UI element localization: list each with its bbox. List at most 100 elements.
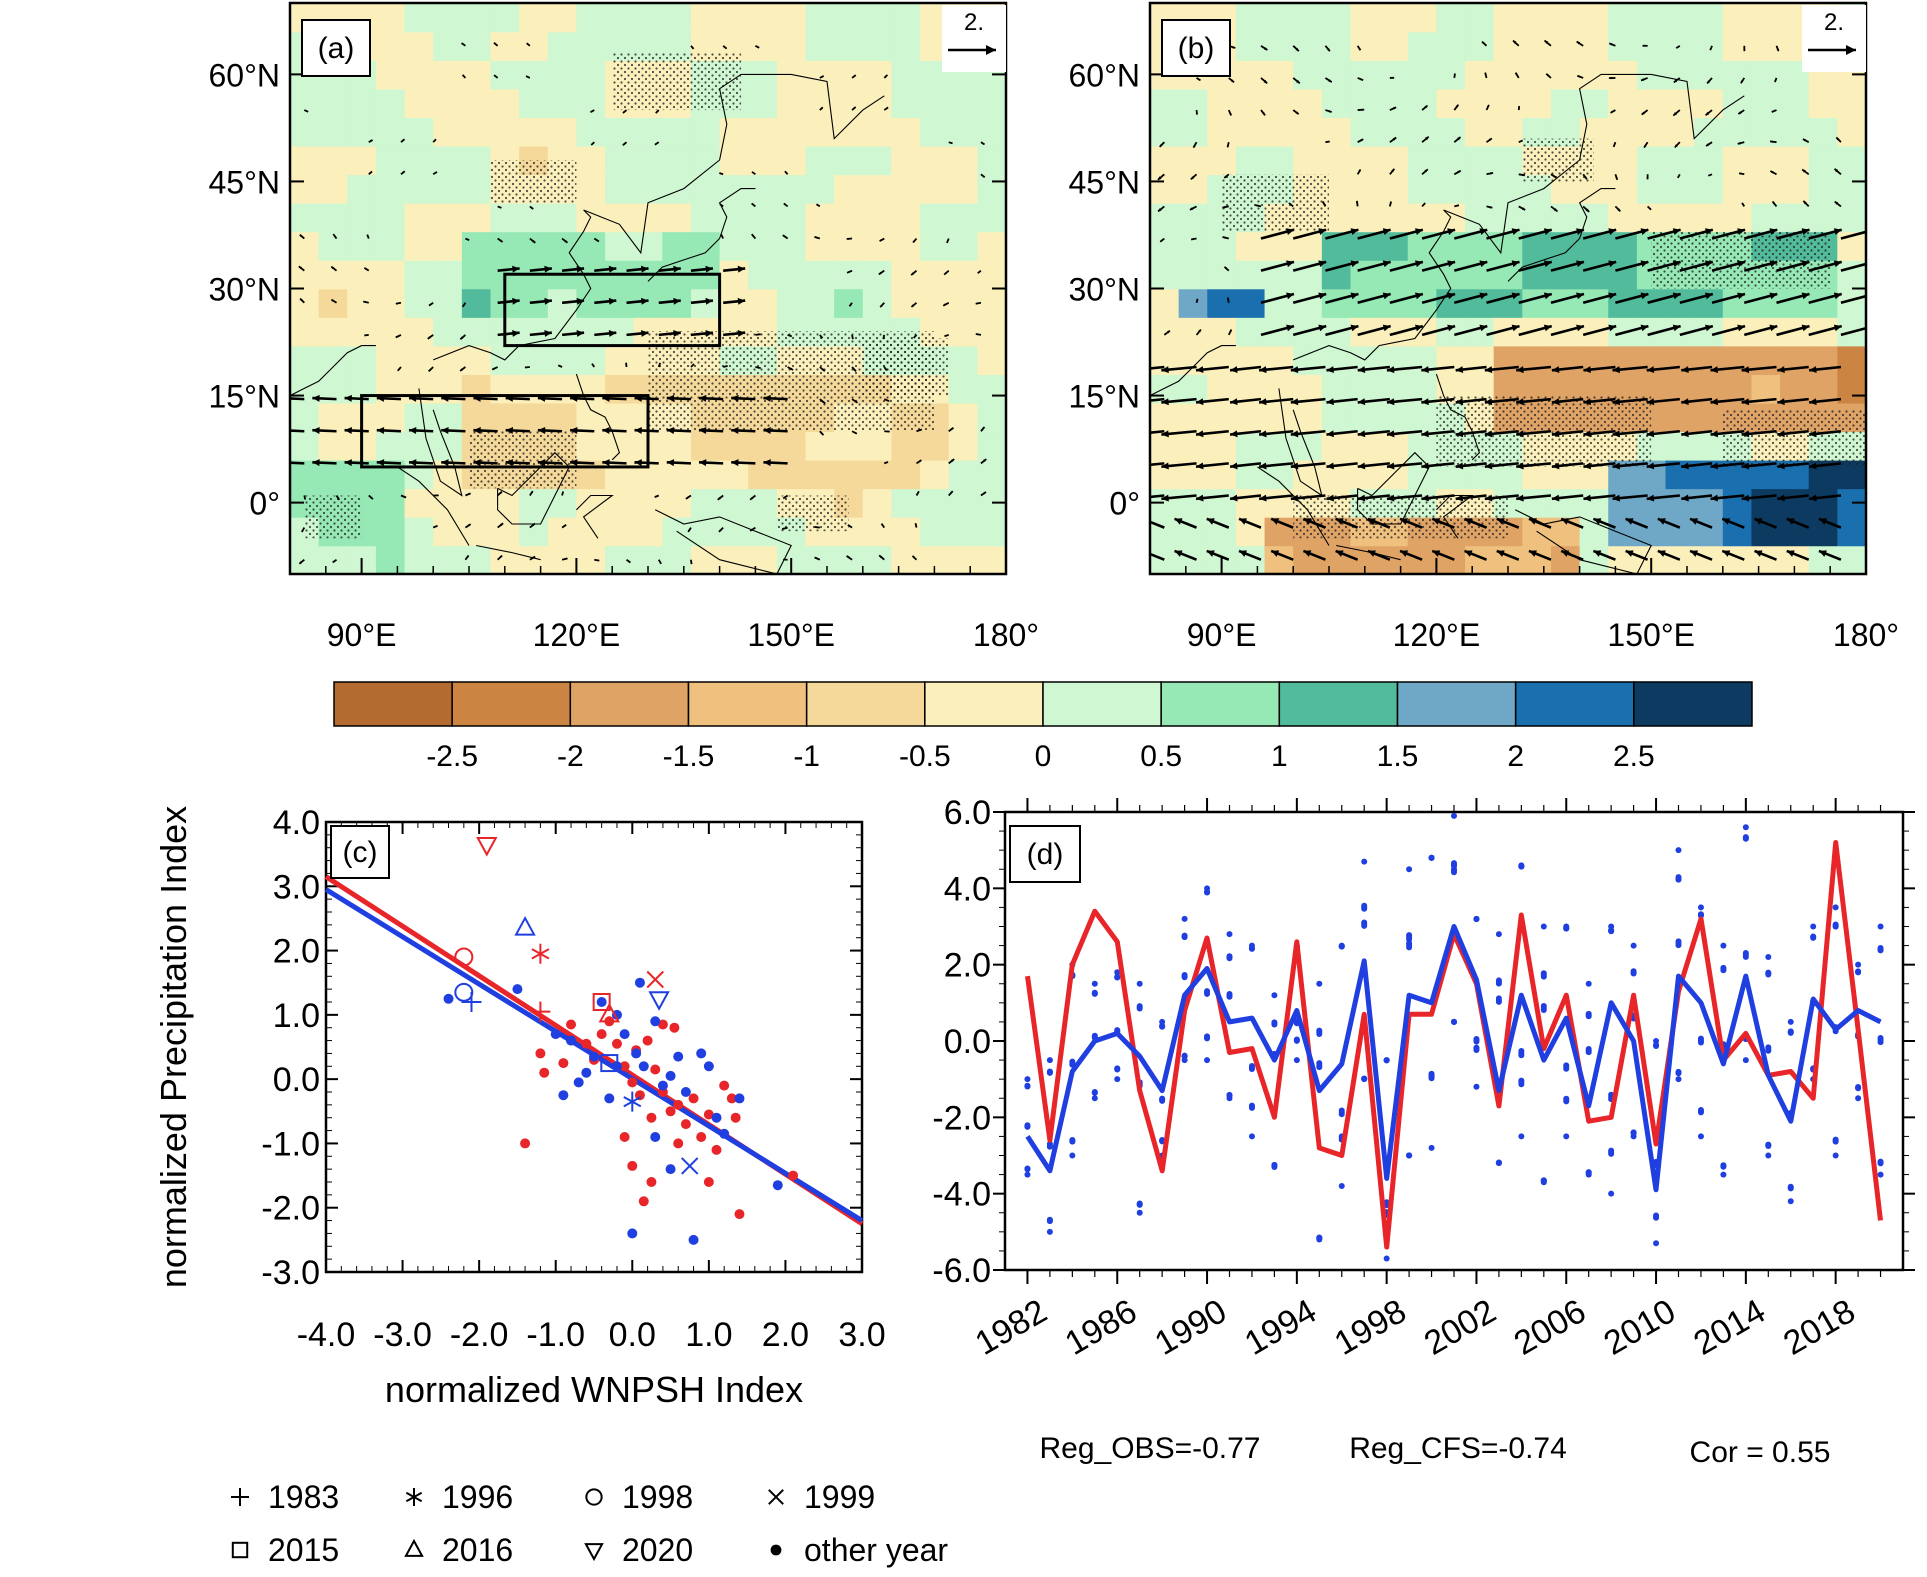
scatter-dot-blue (619, 1029, 630, 1040)
wind-vector-head (691, 47, 694, 49)
wind-vector-head (597, 559, 600, 562)
wind-vector-head (1393, 107, 1397, 110)
field-cell (1207, 145, 1237, 176)
field-cell (375, 459, 406, 490)
wind-vector-head (402, 139, 405, 142)
ensemble-dot (1563, 1095, 1570, 1102)
wind-vector-head (1360, 78, 1364, 81)
field-cell (920, 288, 950, 318)
wind-vector-head (1259, 398, 1267, 406)
field-cell (1178, 231, 1209, 261)
wind-vector-head (1657, 550, 1666, 557)
field-cell (576, 31, 606, 61)
wind-vector-head (1479, 260, 1488, 268)
field-cell (404, 317, 434, 347)
field-cell (748, 117, 778, 147)
wind-vector-head (751, 171, 754, 174)
field-cell (1837, 117, 1866, 147)
field-cell (1608, 88, 1638, 118)
wind-vector-head (1544, 40, 1549, 44)
scatter-dot-blue (627, 1228, 638, 1239)
field-cell (1321, 431, 1352, 461)
field-cell (547, 202, 578, 233)
wind-vector-head (789, 334, 792, 337)
field-cell (690, 3, 721, 33)
field-cell (834, 259, 864, 290)
field-cell (1665, 174, 1695, 204)
wind-vector-head (1834, 201, 1839, 205)
field-cell (1522, 488, 1552, 518)
wind-vector-head (1382, 260, 1391, 268)
wind-vector-head (1161, 494, 1169, 502)
scatter-dot-red (650, 1064, 661, 1075)
field-cell (1235, 545, 1266, 574)
wind-vector-head (725, 365, 728, 368)
ensemble-dot (1248, 1104, 1255, 1111)
wind-vector-head (1809, 462, 1817, 470)
wind-vector-head (1455, 494, 1464, 502)
lat-tick-label: 45°N (1069, 164, 1141, 200)
significance-stipple (469, 431, 577, 489)
field-cell (1150, 431, 1180, 461)
legend-marker-plus (231, 1488, 249, 1506)
wind-vector-head (673, 297, 681, 305)
field-cell (1837, 88, 1866, 118)
field-cell (1751, 516, 1781, 547)
scatter-dot-blue (696, 1048, 707, 1059)
scatter-dot-blue (719, 1128, 730, 1139)
colorbar-label: 1 (1271, 740, 1288, 773)
field-cell (1407, 145, 1438, 176)
scatter-dot-blue (650, 1132, 661, 1142)
wind-vector-head (1543, 292, 1552, 300)
field-cell (1379, 117, 1409, 147)
wind-vector-head (1195, 366, 1204, 374)
field-cell (1608, 117, 1638, 147)
wind-vector-head (280, 459, 287, 466)
colorbar-label: -2.5 (426, 740, 478, 773)
field-cell (633, 174, 664, 204)
field-cell (519, 317, 549, 347)
wind-vector-head (544, 329, 552, 337)
wind-vector-head (915, 523, 917, 526)
field-cell (862, 231, 893, 261)
field-cell (347, 317, 377, 347)
x-tick-label: 1998 (1328, 1292, 1413, 1363)
wind-vector-head (1593, 518, 1602, 525)
wind-vector-head (1290, 366, 1299, 374)
wind-vector-head (1496, 550, 1505, 557)
wind-vector (1150, 520, 1165, 529)
field-cell (1379, 402, 1409, 433)
ensemble-dot (1518, 1052, 1525, 1059)
field-cell (948, 88, 979, 118)
ensemble-dot (1159, 1018, 1166, 1025)
field-cell (1493, 117, 1524, 147)
field-cell (347, 117, 377, 147)
wind-vector-head (461, 43, 464, 45)
field-cell (1264, 288, 1294, 318)
wind-vector-head (1521, 207, 1526, 210)
wind-vector-head (763, 394, 771, 402)
field-cell (1178, 288, 1209, 318)
colorbar-label: 1.5 (1377, 740, 1419, 773)
marker-2016-red (598, 1002, 620, 1023)
field-cell (1722, 88, 1753, 118)
lon-tick-label: 120°E (533, 617, 621, 653)
ensemble-dot (1024, 1076, 1031, 1083)
y-tick-label: -3.0 (261, 1254, 320, 1292)
wind-vector-head (462, 74, 465, 77)
field-cell (891, 117, 921, 147)
field-cell (891, 516, 921, 547)
field-cell (490, 3, 520, 33)
field-cell (1808, 288, 1839, 318)
x-tick-label: 1982 (969, 1292, 1054, 1363)
ensemble-dot (1855, 1095, 1862, 1102)
field-cell (576, 117, 606, 147)
field-cell (662, 202, 692, 233)
wind-vector-head (820, 336, 823, 339)
ensemble-dot (1473, 1038, 1480, 1045)
field-cell (1235, 31, 1266, 61)
ensemble-dot (1675, 1076, 1682, 1083)
wind-vector-head (919, 429, 922, 432)
wind-vector-head (1818, 518, 1827, 525)
